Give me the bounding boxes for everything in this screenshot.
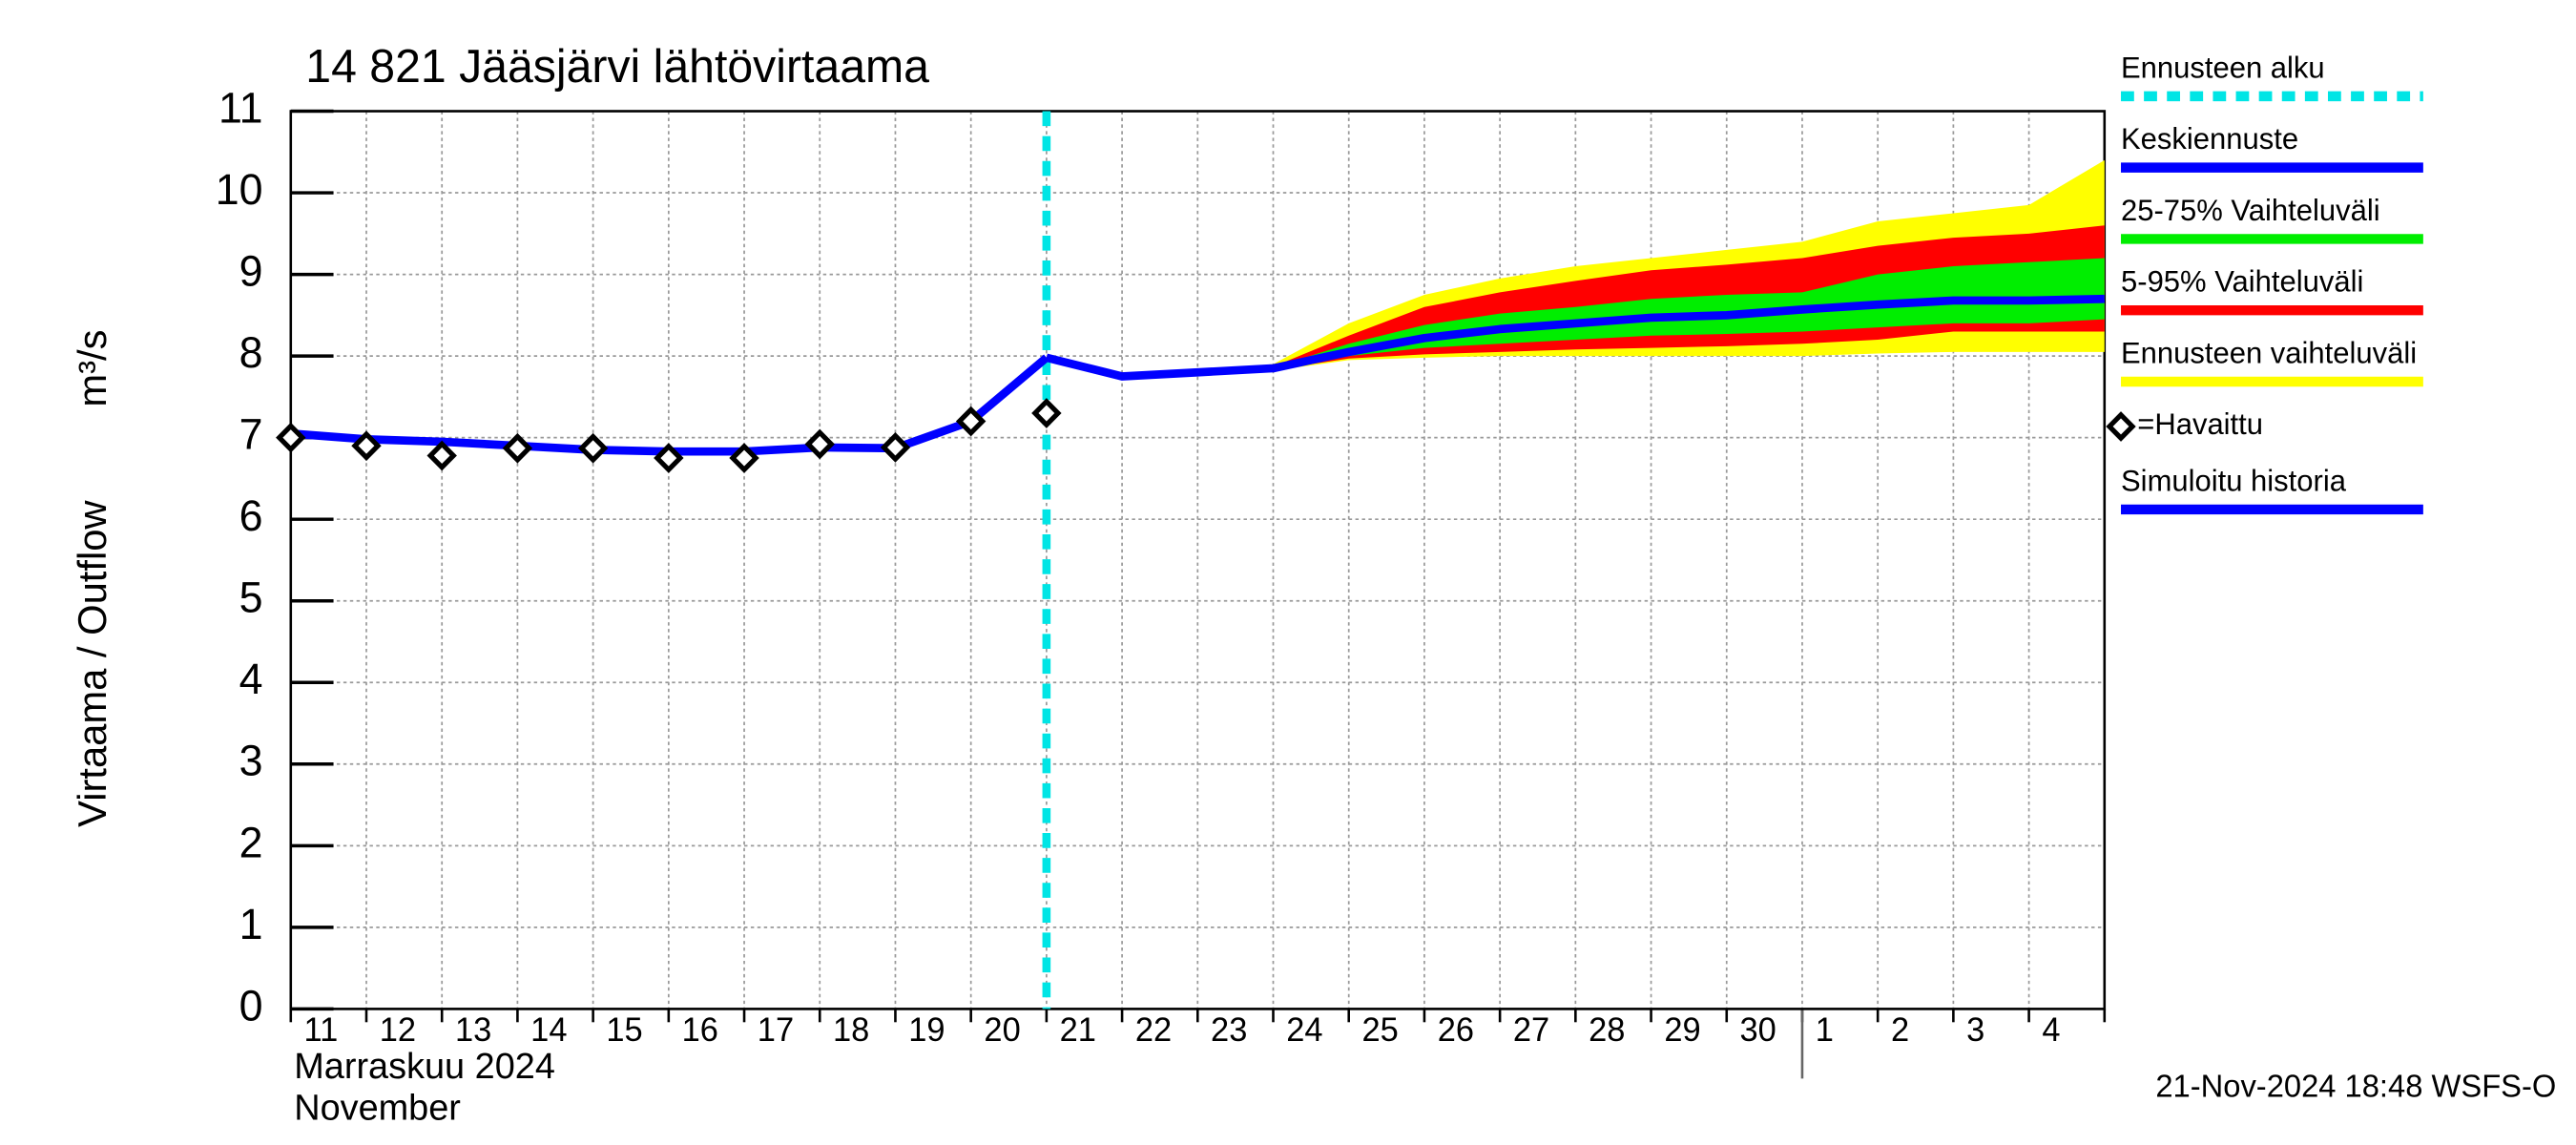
x-tick-label: 2	[1891, 1012, 1909, 1049]
observed-marker	[955, 406, 987, 437]
x-tick-label: 12	[380, 1012, 416, 1049]
x-tick-label: 16	[682, 1012, 718, 1049]
y-tick-label: 11	[218, 83, 262, 132]
x-tick-label: 4	[2042, 1012, 2060, 1049]
y-tick-label: 9	[239, 246, 263, 295]
legend-label: Keskiennuste	[2121, 122, 2298, 156]
x-tick-label: 11	[304, 1012, 339, 1049]
x-tick-label: 19	[908, 1012, 945, 1049]
x-tick-label: 30	[1740, 1012, 1776, 1049]
y-tick-label: 0	[239, 981, 263, 1030]
y-tick-label: 10	[216, 165, 263, 214]
x-tick-label: 24	[1286, 1012, 1322, 1049]
x-tick-label: 17	[758, 1012, 794, 1049]
y-tick-label: 8	[239, 328, 263, 377]
x-tick-label: 18	[833, 1012, 869, 1049]
x-tick-label: 21	[1060, 1012, 1096, 1049]
y-tick-label: 5	[239, 572, 263, 621]
month-label: Marraskuu 2024	[294, 1047, 555, 1087]
observed-marker	[654, 443, 684, 473]
y-tick-label: 3	[239, 737, 263, 785]
x-tick-label: 25	[1361, 1012, 1398, 1049]
y-tick-label: 7	[239, 409, 263, 458]
y-tick-label: 2	[239, 818, 263, 866]
observed-marker	[426, 440, 457, 471]
band	[1046, 258, 2105, 377]
legend-label: 5-95% Vaihteluväli	[2121, 265, 2363, 299]
chart-title: 14 821 Jääsjärvi lähtövirtaama	[305, 41, 929, 93]
x-tick-label: 28	[1589, 1012, 1625, 1049]
x-tick-label: 20	[984, 1012, 1020, 1049]
y-axis-label: Virtaama / Outflow	[70, 499, 114, 826]
legend-label: Ennusteen alku	[2121, 51, 2325, 84]
observed-marker	[502, 432, 533, 464]
x-tick-label: 23	[1211, 1012, 1247, 1049]
x-tick-label: 1	[1816, 1012, 1834, 1049]
observed-marker	[804, 428, 835, 460]
observed-marker	[276, 422, 306, 453]
x-tick-label: 27	[1513, 1012, 1549, 1049]
observed-marker	[577, 432, 609, 464]
legend-label: 25-75% Vaihteluväli	[2121, 194, 2380, 227]
x-tick-label: 26	[1438, 1012, 1474, 1049]
observed-marker	[1031, 398, 1062, 428]
x-tick-label: 29	[1664, 1012, 1700, 1049]
month-label-en: November	[294, 1088, 461, 1128]
y-tick-label: 4	[239, 655, 263, 703]
x-tick-label: 22	[1135, 1012, 1172, 1049]
plot-frame	[289, 110, 2107, 1010]
series-line	[1045, 294, 2105, 381]
x-tick-label: 3	[1966, 1012, 1984, 1049]
x-tick-label: 13	[455, 1012, 491, 1049]
y-axis-unit: m³/s	[70, 330, 114, 407]
x-tick-label: 14	[530, 1012, 567, 1049]
legend-label: Ennusteen vaihteluväli	[2121, 336, 2417, 369]
y-tick-label: 6	[239, 491, 263, 540]
observed-marker	[880, 432, 911, 463]
legend-label: Simuloitu historia	[2121, 464, 2347, 497]
y-tick-label: 1	[239, 900, 263, 948]
legend-label: =Havaittu	[2137, 407, 2263, 441]
observed-marker	[351, 430, 382, 462]
x-tick-label: 15	[606, 1012, 642, 1049]
plot	[276, 111, 2105, 1010]
legend: Ennusteen alku Keskiennuste 25-75% Vaihtel…	[2106, 51, 2423, 515]
observed-marker	[729, 443, 759, 473]
legend-marker	[2106, 411, 2136, 442]
timestamp: 21-Nov-2024 18:48 WSFS-O	[2155, 1068, 2556, 1103]
band	[1046, 225, 2105, 377]
